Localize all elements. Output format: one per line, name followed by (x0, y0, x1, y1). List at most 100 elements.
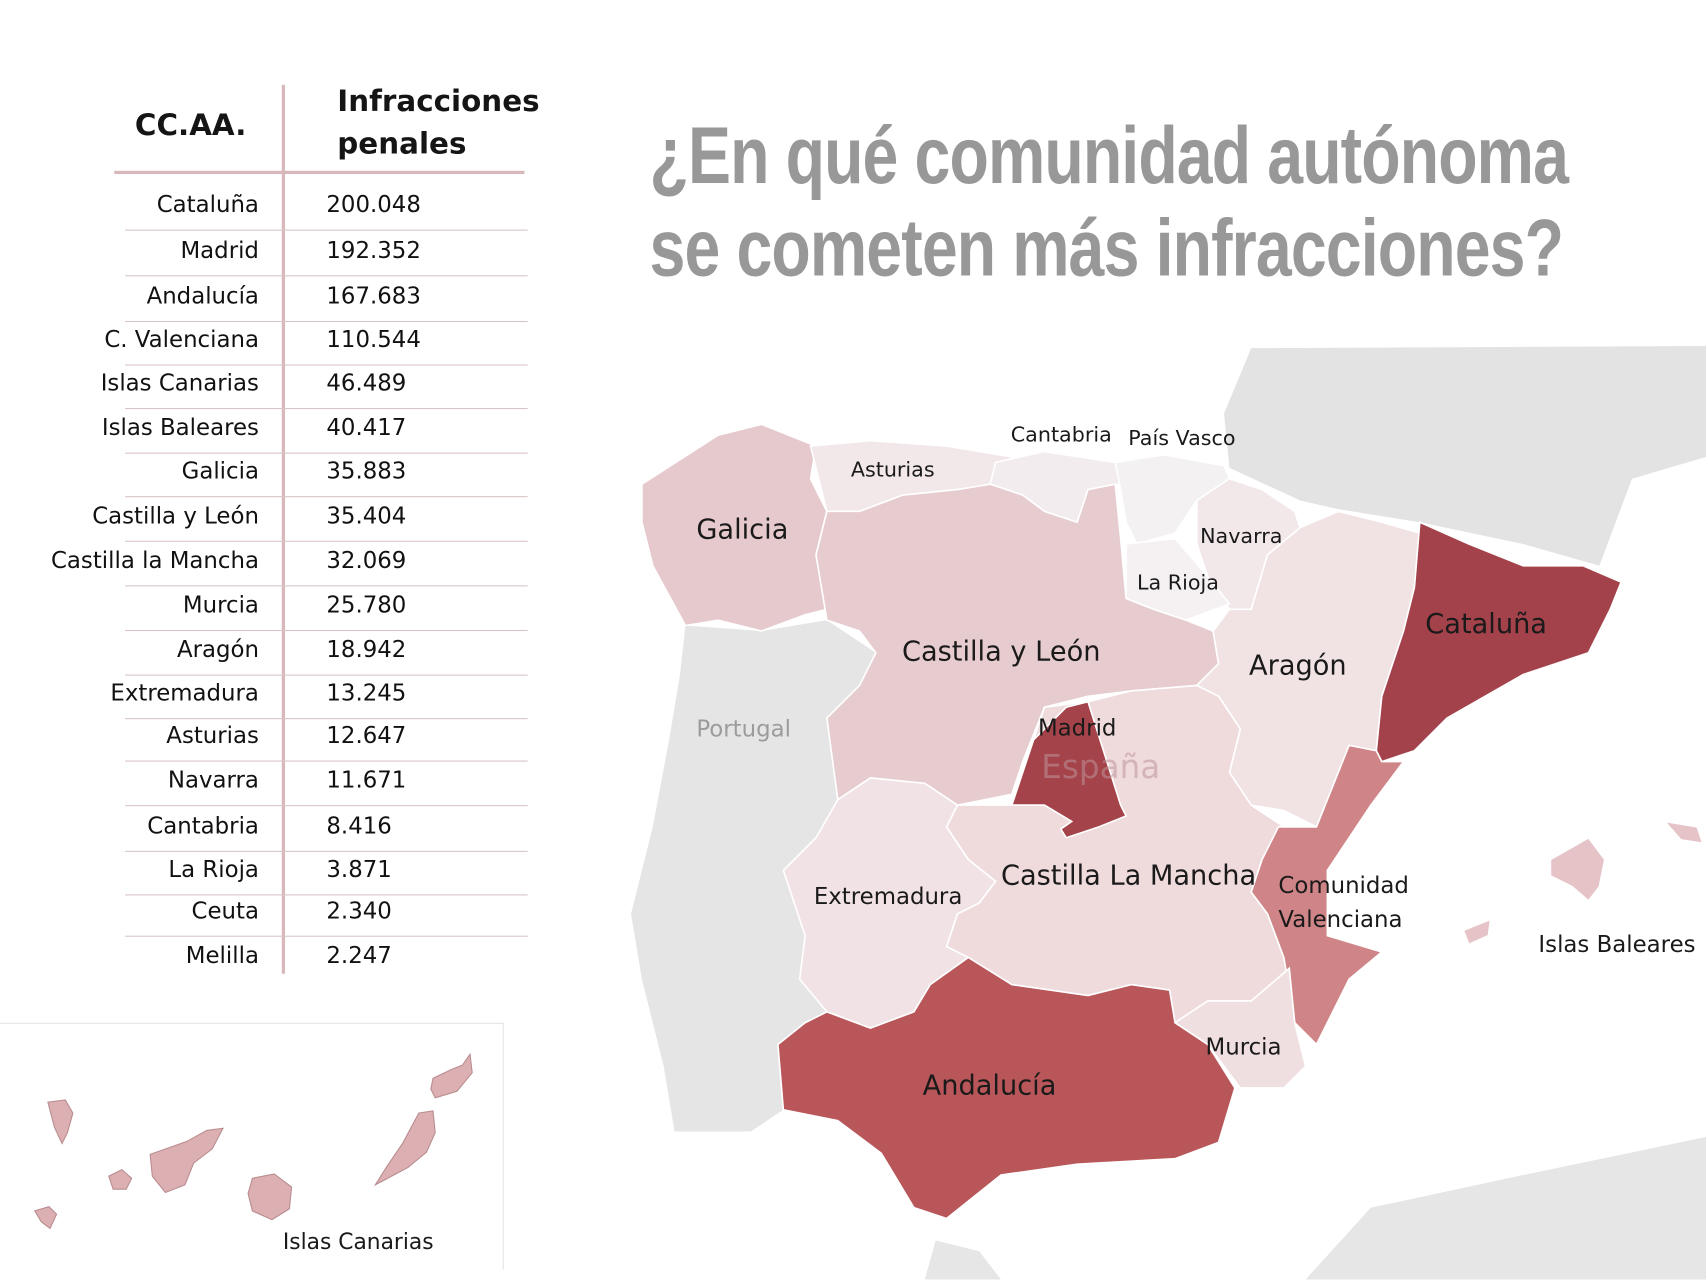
region-baleares[interactable] (1662, 820, 1704, 845)
label-canarias: Islas Canarias (282, 1228, 434, 1255)
region-el-hierro[interactable] (33, 1205, 58, 1230)
table-cell-value: 25.780 (326, 591, 407, 618)
column-divider (281, 84, 286, 974)
region-fuerteventura[interactable] (373, 1110, 436, 1187)
region-baleares[interactable] (1462, 918, 1492, 946)
label-baleares: Islas Baleares (1538, 931, 1696, 958)
label-portugal: Portugal (696, 715, 791, 743)
table-cell-value: 35.404 (326, 502, 407, 529)
region-andalucia[interactable] (777, 956, 1236, 1220)
row-divider (125, 275, 528, 277)
row-divider (125, 629, 528, 632)
row-divider (125, 408, 528, 410)
table-cell-region: Cataluña (156, 191, 259, 218)
header-divider (114, 170, 525, 175)
label-galicia: Galicia (696, 513, 789, 546)
row-divider (125, 364, 528, 366)
table-cell-region: Galicia (181, 458, 259, 485)
region-tenerife[interactable] (149, 1127, 225, 1194)
label-pais-vasco: País Vasco (1128, 426, 1236, 451)
table-cell-value: 40.417 (326, 414, 407, 441)
label-madrid: Madrid (1037, 714, 1117, 741)
table-cell-region: Aragón (176, 636, 259, 663)
label-extremadura: Extremadura (813, 883, 963, 910)
row-divider (125, 805, 528, 807)
table-cell-region: Ceuta (191, 897, 259, 924)
row-divider (125, 320, 528, 323)
row-divider (125, 229, 528, 231)
region-lanzarote[interactable] (430, 1052, 473, 1099)
table-cell-value: 2.247 (326, 942, 392, 969)
region-murcia[interactable] (1173, 966, 1307, 1089)
row-divider (125, 585, 528, 587)
label-aragon: Aragón (1249, 649, 1347, 682)
row-divider (125, 850, 528, 852)
table-cell-region: Islas Canarias (100, 369, 259, 397)
table-cell-region: La Rioja (168, 856, 259, 883)
label-valenciana-1: Comunidad (1278, 872, 1409, 899)
table-cell-region: Cantabria (147, 812, 259, 839)
label-navarra: Navarra (1200, 524, 1283, 549)
label-espana: España (1041, 748, 1161, 787)
title-line-1: ¿En qué comunidad autónoma (649, 109, 1569, 201)
header-value-line2: penales (337, 127, 467, 162)
row-divider (125, 674, 528, 676)
table-cell-value: 2.340 (326, 897, 392, 924)
header-region: CC.AA. (134, 108, 247, 143)
label-valenciana-2: Valenciana (1278, 906, 1403, 933)
row-divider (125, 760, 528, 762)
region-la-gomera[interactable] (108, 1168, 133, 1190)
table-cell-region: Murcia (182, 591, 259, 618)
canarias-inset: Islas Canarias (0, 1022, 504, 1270)
region-baleares[interactable] (1549, 836, 1606, 903)
region-extremadura[interactable] (782, 777, 997, 1030)
table-cell-value: 13.245 (326, 680, 407, 707)
label-murcia: Murcia (1205, 1033, 1282, 1060)
region-gran-canaria[interactable] (247, 1173, 293, 1221)
table-cell-value: 32.069 (326, 547, 407, 574)
table-cell-region: Andalucía (146, 282, 259, 309)
region-madrid[interactable] (1010, 700, 1128, 839)
row-divider (125, 452, 528, 454)
region-pais-vasco[interactable] (1114, 453, 1231, 545)
label-castilla-mancha: Castilla La Mancha (1000, 859, 1257, 892)
row-divider (125, 894, 528, 896)
row-divider (125, 935, 528, 937)
header-value-line1: Infracciones (337, 84, 540, 119)
table-cell-value: 11.671 (326, 767, 407, 794)
table-cell-value: 8.416 (326, 812, 392, 839)
label-andalucia: Andalucía (922, 1069, 1057, 1102)
label-la-rioja: La Rioja (1136, 571, 1219, 596)
label-cataluna: Cataluña (1425, 608, 1547, 640)
region-la-palma[interactable] (47, 1099, 74, 1145)
table-cell-region: Navarra (167, 767, 259, 794)
table-cell-region: Extremadura (110, 680, 259, 707)
table-cell-value: 200.048 (326, 191, 421, 218)
title-line-2: se cometen más infracciones? (649, 202, 1564, 293)
label-asturias: Asturias (850, 458, 935, 482)
table-cell-value: 3.871 (326, 856, 392, 883)
region-cataluna[interactable] (1375, 521, 1623, 763)
table-cell-value: 18.942 (326, 636, 407, 663)
table-cell-region: Madrid (180, 237, 259, 264)
table-cell-value: 12.647 (326, 722, 407, 749)
label-cantabria: Cantabria (1010, 423, 1112, 448)
table-cell-value: 35.883 (326, 458, 407, 485)
table-cell-value: 110.544 (326, 326, 421, 353)
table-cell-value: 167.683 (326, 282, 421, 309)
row-divider (125, 496, 528, 498)
background-land (631, 345, 1706, 1280)
table-cell-region: Islas Baleares (101, 414, 259, 441)
table-cell-region: Castilla la Mancha (50, 547, 259, 574)
table-cell-region: Asturias (166, 722, 259, 749)
table-cell-value: 192.352 (326, 237, 421, 264)
table-cell-region: C. Valenciana (104, 326, 259, 353)
row-divider (125, 718, 528, 720)
row-divider (125, 540, 528, 542)
canarias-map (33, 1052, 473, 1230)
table-cell-region: Castilla y León (92, 502, 259, 529)
label-castilla-leon: Castilla y León (901, 635, 1101, 667)
table-cell-region: Melilla (185, 942, 259, 969)
